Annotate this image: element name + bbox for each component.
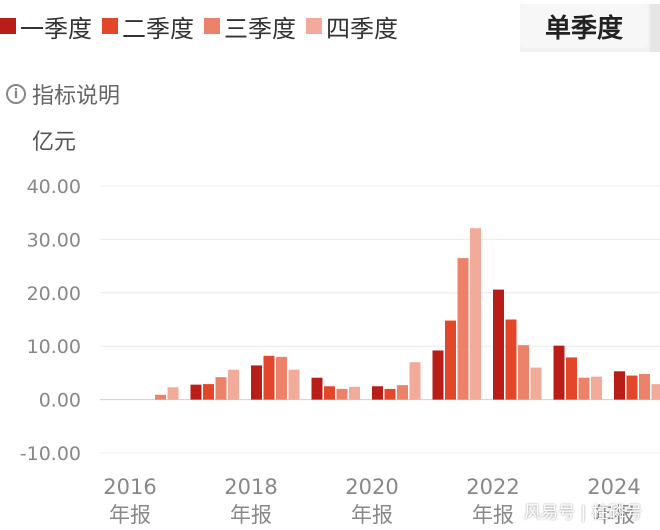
bar-2018-q3 — [276, 356, 287, 400]
y-tick-label: 10.00 — [27, 336, 81, 358]
bar-2017-q1 — [190, 384, 202, 400]
y-tick-label: 0.00 — [39, 390, 81, 412]
watermark: 风易号 | 柱磷号 — [524, 503, 643, 523]
bar-2017-q4 — [228, 369, 239, 400]
bar-2019-q4 — [349, 386, 360, 400]
bar-2023-q1 — [553, 345, 565, 400]
legend-item-q3[interactable]: 三季度 — [204, 9, 296, 44]
bar-2018-q1 — [251, 365, 262, 400]
bar-2016-q4 — [167, 387, 179, 400]
bar-2020-q1 — [372, 386, 383, 400]
legend-item-q2[interactable]: 二季度 — [102, 9, 194, 44]
bar-2020-q2 — [384, 388, 396, 400]
bar-2018-q2 — [263, 355, 275, 400]
x-tick-label: 2022 — [466, 475, 519, 499]
bar-2022-q3 — [518, 345, 529, 400]
y-axis-unit: 亿元 — [32, 130, 77, 155]
bar-2018-q4 — [288, 369, 300, 400]
bar-2017-q3 — [215, 377, 227, 400]
bar-2021-q2 — [445, 320, 456, 400]
bar-2021-q3 — [457, 258, 469, 400]
x-tick-label: 2018 — [224, 475, 277, 499]
bar-2017-q2 — [203, 384, 214, 400]
info-circle-icon: i — [6, 84, 26, 104]
legend-label-q1: 一季度 — [20, 14, 92, 43]
bar-2022-q2 — [505, 319, 517, 400]
bar-2020-q3 — [397, 385, 408, 400]
legend-swatch-q2 — [102, 18, 118, 34]
bar-2024-q2 — [626, 375, 638, 400]
bar-2022-q1 — [493, 289, 504, 400]
legend-label-q2: 二季度 — [122, 14, 194, 43]
bar-2016-q3 — [155, 394, 166, 400]
x-tick-label: 2024 — [587, 475, 640, 499]
bar-2021-q1 — [432, 350, 444, 400]
indicator-help[interactable]: i 指标说明 — [6, 78, 120, 110]
bar-2023-q2 — [566, 357, 577, 400]
bar-2024-q3 — [639, 373, 650, 400]
tab-next[interactable] — [650, 4, 660, 52]
x-tick-sublabel: 年报 — [351, 503, 393, 527]
legend-swatch-q1 — [0, 18, 16, 34]
y-tick-label: 20.00 — [27, 283, 81, 305]
bar-2020-q4 — [409, 362, 421, 400]
bar-2023-q3 — [578, 377, 590, 400]
bar-2022-q4 — [530, 367, 542, 400]
legend: 一季度 二季度 三季度 四季度 — [0, 8, 408, 44]
bar-2019-q2 — [324, 386, 335, 400]
x-tick-sublabel: 年报 — [472, 503, 514, 527]
legend-label-q4: 四季度 — [326, 14, 398, 43]
y-tick-label: 40.00 — [27, 176, 81, 198]
legend-item-q1[interactable]: 一季度 — [0, 9, 92, 44]
legend-swatch-q3 — [204, 18, 220, 34]
bar-2024-q1 — [614, 371, 625, 400]
x-tick-label: 2020 — [345, 475, 398, 499]
legend-label-q3: 三季度 — [224, 14, 296, 43]
bar-2021-q4 — [470, 228, 481, 400]
tab-single-quarter[interactable]: 单季度 — [520, 4, 648, 48]
legend-item-q4[interactable]: 四季度 — [306, 9, 398, 44]
bar-2023-q4 — [591, 376, 602, 400]
y-tick-label: -10.00 — [20, 443, 81, 465]
x-tick-label: 2016 — [103, 475, 156, 499]
x-tick-sublabel: 年报 — [593, 503, 635, 527]
y-tick-label: 30.00 — [27, 229, 81, 251]
bar-2024-q4 — [651, 384, 660, 400]
bar-2019-q1 — [311, 377, 323, 400]
x-tick-sublabel: 年报 — [109, 503, 151, 527]
x-tick-sublabel: 年报 — [230, 503, 272, 527]
help-label: 指标说明 — [32, 84, 121, 109]
bar-2019-q3 — [336, 388, 348, 400]
legend-swatch-q4 — [306, 18, 322, 34]
